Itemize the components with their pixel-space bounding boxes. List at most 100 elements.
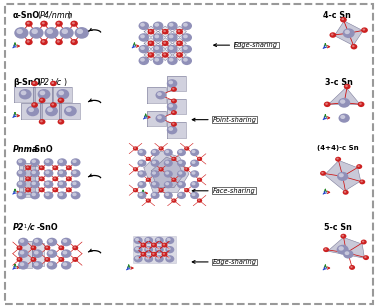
Circle shape [66,165,72,170]
Circle shape [72,40,75,43]
Circle shape [163,253,165,255]
Circle shape [54,166,56,168]
Circle shape [66,176,72,181]
Circle shape [140,252,146,257]
Circle shape [155,246,164,253]
Circle shape [52,165,58,170]
Circle shape [39,98,45,103]
Circle shape [171,110,177,115]
Circle shape [171,122,177,127]
Circle shape [153,56,163,65]
Circle shape [133,146,138,151]
Circle shape [61,261,71,270]
Circle shape [178,193,182,196]
Circle shape [146,247,150,250]
Circle shape [59,27,74,39]
Polygon shape [51,87,72,102]
Circle shape [330,32,336,38]
Circle shape [44,257,50,262]
Circle shape [147,199,149,201]
Circle shape [48,262,53,266]
Circle shape [50,81,57,86]
Circle shape [155,237,164,244]
Circle shape [33,261,43,270]
Circle shape [59,192,63,196]
Text: α-SnO: α-SnO [13,10,40,19]
Circle shape [164,170,173,178]
Circle shape [338,98,350,108]
Circle shape [139,182,143,185]
Circle shape [57,169,67,177]
Circle shape [169,58,174,62]
Circle shape [171,198,177,203]
Circle shape [197,198,202,203]
Circle shape [39,165,45,170]
Text: P2: P2 [13,223,25,232]
Circle shape [147,52,154,58]
Circle shape [58,257,64,262]
Circle shape [165,161,169,164]
Circle shape [42,22,45,24]
Circle shape [172,123,175,125]
Circle shape [340,99,345,104]
Circle shape [321,172,324,174]
Circle shape [57,98,64,103]
Circle shape [361,180,363,182]
Circle shape [58,91,64,95]
Circle shape [46,261,57,270]
Circle shape [57,22,60,24]
Circle shape [62,239,67,243]
Polygon shape [151,157,183,188]
Circle shape [144,255,153,262]
Polygon shape [19,241,32,268]
Circle shape [192,150,195,153]
Circle shape [25,176,31,181]
Circle shape [155,91,166,99]
Circle shape [135,238,139,241]
Circle shape [62,251,67,254]
Circle shape [198,178,200,180]
Circle shape [72,257,78,262]
Circle shape [320,171,326,176]
Circle shape [72,245,78,250]
Circle shape [140,46,145,50]
Circle shape [138,45,149,53]
Circle shape [158,167,164,172]
Text: Face-sharing: Face-sharing [213,188,256,194]
Circle shape [183,46,188,50]
Circle shape [42,40,45,43]
Circle shape [176,52,183,58]
Circle shape [339,114,350,123]
Circle shape [59,120,62,122]
Circle shape [18,238,29,246]
Circle shape [150,181,160,188]
Text: 3-c Sn: 3-c Sn [325,78,352,87]
Circle shape [171,157,177,161]
Circle shape [178,30,180,32]
Circle shape [67,188,70,190]
Circle shape [161,243,167,248]
Circle shape [338,246,344,251]
Circle shape [165,237,174,244]
Circle shape [70,21,78,27]
Text: $_1$: $_1$ [23,223,28,232]
Circle shape [32,246,34,248]
Circle shape [52,176,58,181]
Circle shape [358,102,364,107]
Circle shape [72,181,77,185]
Circle shape [25,188,31,192]
Circle shape [147,158,149,159]
Circle shape [172,88,175,90]
Circle shape [71,191,81,199]
Circle shape [336,158,339,160]
Circle shape [17,180,26,188]
Circle shape [184,188,189,192]
Circle shape [48,251,53,254]
Circle shape [40,188,42,190]
Circle shape [144,237,153,244]
Circle shape [58,245,64,250]
Circle shape [156,256,160,260]
Circle shape [181,56,192,65]
Circle shape [34,239,39,243]
Polygon shape [147,87,166,103]
